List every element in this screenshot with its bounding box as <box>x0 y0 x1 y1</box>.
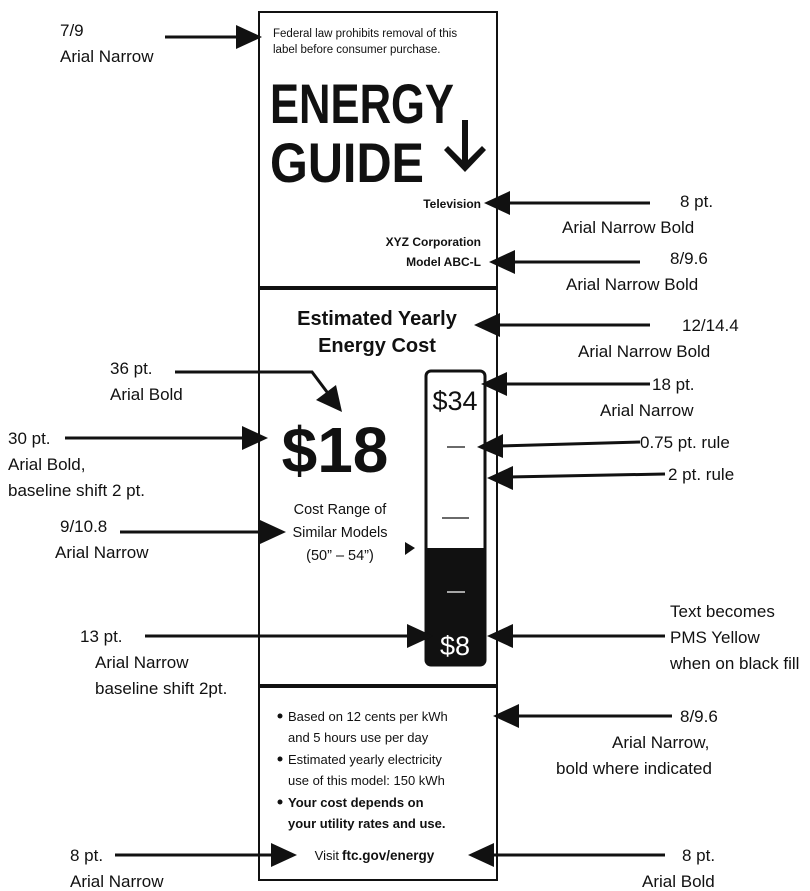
arrow-head <box>487 624 513 648</box>
arrow-head <box>493 704 519 728</box>
arrow <box>175 370 332 397</box>
range-low: $8 <box>440 631 470 661</box>
annotation-line: 0.75 pt. rule <box>640 433 730 452</box>
bullet-text: and 5 hours use per day <box>288 730 429 745</box>
bullet-text: your utility rates and use. <box>288 816 446 831</box>
maker-line: Model ABC-L <box>406 255 481 269</box>
arrow-head <box>242 426 268 450</box>
arrows <box>65 25 672 867</box>
bullet <box>277 799 283 805</box>
range-caption: Similar Models <box>292 525 387 541</box>
arrow <box>497 440 641 448</box>
annotation-line: Arial Narrow <box>55 543 149 562</box>
annotation-line: Arial Narrow <box>70 872 164 891</box>
maker-line: XYZ Corporation <box>386 235 481 249</box>
arrow-head <box>468 843 494 867</box>
annotation-line: Arial Narrow Bold <box>562 218 694 237</box>
arrow-head <box>236 25 262 49</box>
bullet-text: Your cost depends on <box>288 795 424 810</box>
annotation-line: 2 pt. rule <box>668 465 734 484</box>
arrow-head <box>487 466 513 490</box>
annotation-line: 8/9.6 <box>670 249 708 268</box>
annotation-line: 12/14.4 <box>682 316 739 335</box>
range-caption: Cost Range of <box>294 502 388 518</box>
arrow <box>507 472 666 479</box>
arrow-head <box>474 313 500 337</box>
range-fill <box>426 548 485 665</box>
annotation-line: 18 pt. <box>652 375 695 394</box>
annotation-line: 7/9 <box>60 21 84 40</box>
arrow-head <box>489 250 515 274</box>
annotation-line: Arial Narrow Bold <box>566 275 698 294</box>
notice-line: Federal law prohibits removal of this <box>273 28 457 40</box>
title-line: ENERGY <box>270 72 454 135</box>
annotation-line: Arial Bold <box>110 385 183 404</box>
annotation-line: 8 pt. <box>682 846 715 865</box>
range-high: $34 <box>432 386 477 416</box>
annotation-line: Arial Bold, <box>8 455 85 474</box>
annotation-line: when on black fill <box>669 654 799 673</box>
annotation-line: Arial Narrow <box>60 47 154 66</box>
bullet <box>277 713 283 719</box>
title-arrow <box>444 120 486 172</box>
annotation-line: Arial Narrow <box>600 401 694 420</box>
bullet-text: Estimated yearly electricity <box>288 752 442 767</box>
annotation-line: baseline shift 2pt. <box>95 679 227 698</box>
arrow-head <box>407 624 433 648</box>
annotation-line: baseline shift 2 pt. <box>8 481 145 500</box>
cost: $18 <box>282 414 389 486</box>
cost-heading: Estimated Yearly <box>297 308 458 330</box>
notice-line: label before consumer purchase. <box>273 44 441 56</box>
cost-heading: Energy Cost <box>318 335 436 357</box>
arrow-head <box>484 191 510 215</box>
annotation-line: Arial Narrow Bold <box>578 342 710 361</box>
annotation-line: Arial Narrow <box>95 653 189 672</box>
annotation-line: 8 pt. <box>70 846 103 865</box>
title-line: GUIDE <box>270 131 424 194</box>
annotation-line: Text becomes <box>670 602 775 621</box>
arrow-head <box>271 843 297 867</box>
annotation-line: PMS Yellow <box>670 628 760 647</box>
annotation-line: 9/10.8 <box>60 517 107 536</box>
url: ftc.gov/energy <box>342 848 435 863</box>
annotation-line: Arial Bold <box>642 872 715 891</box>
arrow-head <box>481 372 507 396</box>
annotation-line: Arial Narrow, <box>612 733 709 752</box>
annotation-line: 13 pt. <box>80 627 123 646</box>
bullet-text: Based on 12 cents per kWh <box>288 709 448 724</box>
arrow-head <box>477 434 503 458</box>
arrow-head <box>260 520 286 544</box>
annotation-line: 36 pt. <box>110 359 153 378</box>
visit: Visit <box>315 848 340 863</box>
product: Television <box>423 197 481 211</box>
pointer <box>405 542 415 555</box>
annotation-line: 30 pt. <box>8 429 51 448</box>
arrow-head <box>316 385 342 412</box>
range-caption: (50” – 54”) <box>306 548 374 564</box>
bullet-text: use of this model: 150 kWh <box>288 773 445 788</box>
annotation-line: bold where indicated <box>556 759 712 778</box>
annotation-line: 8 pt. <box>680 192 713 211</box>
annotation-line: 8/9.6 <box>680 707 718 726</box>
bullet <box>277 756 283 762</box>
